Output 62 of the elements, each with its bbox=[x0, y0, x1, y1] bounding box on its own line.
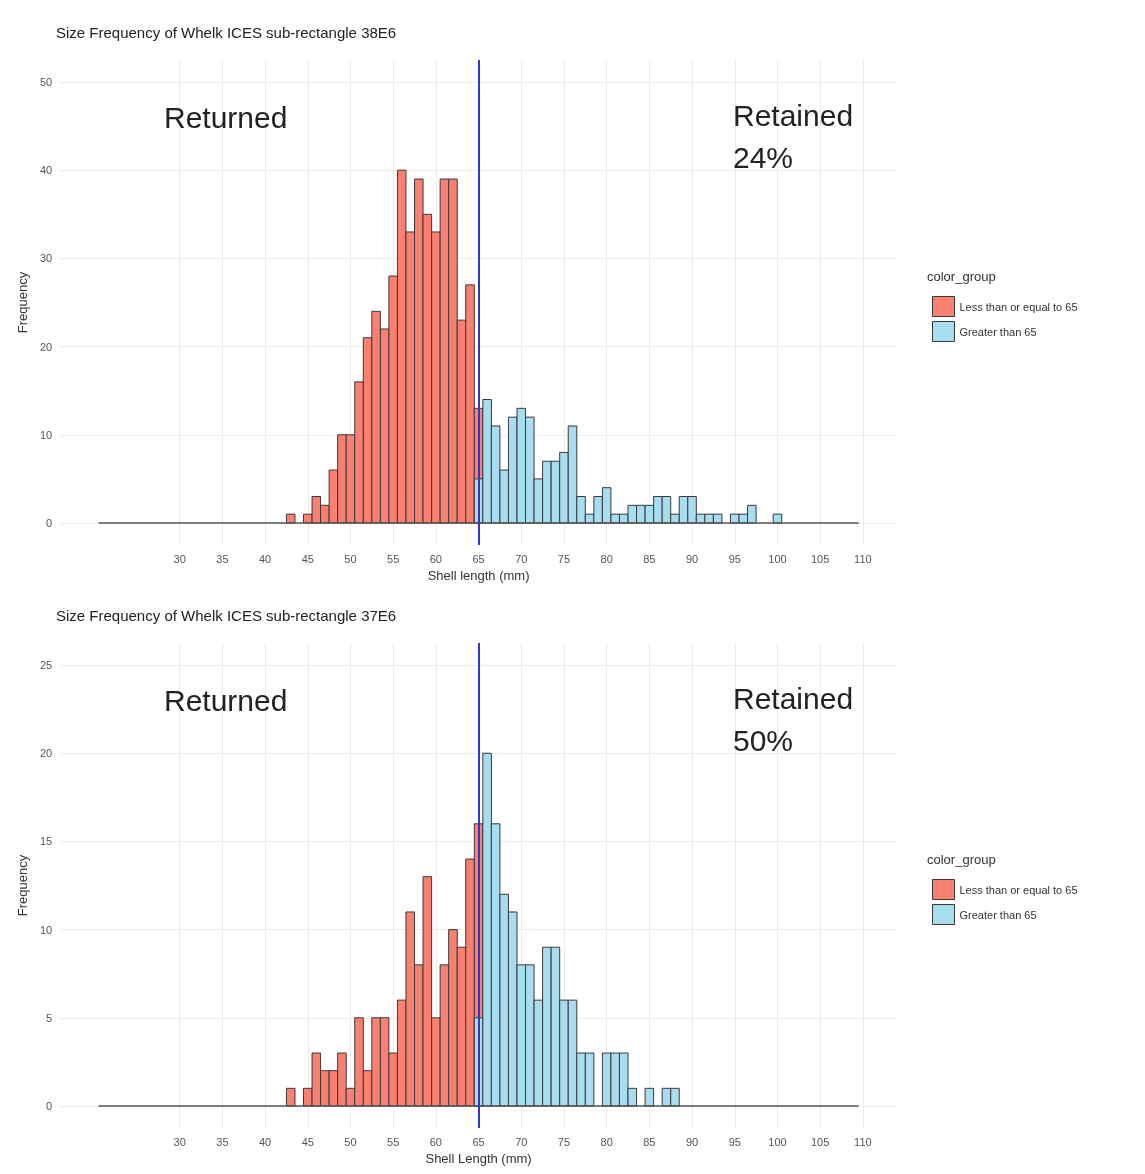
chart-title: Size Frequency of Whelk ICES sub-rectangle 37E6 bbox=[56, 607, 397, 624]
x-tick-label: 90 bbox=[685, 1135, 699, 1148]
x-tick-label: 100 bbox=[768, 552, 787, 565]
x-tick-label: 55 bbox=[387, 1135, 400, 1148]
x-tick-label: 40 bbox=[258, 1135, 272, 1148]
y-tick-label: 30 bbox=[39, 252, 53, 265]
x-tick-label: 95 bbox=[728, 1135, 741, 1148]
x-tick-label: 80 bbox=[600, 1135, 613, 1148]
x-tick-label: 70 bbox=[515, 552, 528, 565]
x-tick-label: 30 bbox=[173, 1135, 186, 1148]
legend-title: color_group bbox=[927, 852, 996, 867]
x-tick-label: 65 bbox=[472, 1135, 485, 1148]
legend-label: Greater than 65 bbox=[959, 325, 1037, 338]
x-tick-label: 45 bbox=[301, 1135, 314, 1148]
x-tick-label: 75 bbox=[557, 552, 571, 565]
y-tick-label: 20 bbox=[39, 340, 53, 353]
x-axis-title: Shell Length (mm) bbox=[425, 1150, 532, 1166]
x-tick-label: 80 bbox=[600, 552, 613, 565]
x-tick-label: 35 bbox=[216, 552, 229, 565]
y-axis-title: Frequency bbox=[15, 854, 30, 917]
x-tick-label: 55 bbox=[387, 552, 400, 565]
x-tick-label: 50 bbox=[344, 552, 357, 565]
x-tick-label: 100 bbox=[768, 1135, 787, 1148]
legend-title: color_group bbox=[927, 269, 996, 284]
x-tick-label: 105 bbox=[810, 552, 830, 565]
x-tick-label: 40 bbox=[258, 552, 272, 565]
x-tick-label: 85 bbox=[643, 552, 656, 565]
legend-label: Less than or equal to 65 bbox=[959, 300, 1078, 313]
legend-label: Greater than 65 bbox=[959, 908, 1037, 921]
y-tick-label: 25 bbox=[39, 659, 53, 672]
annotation: Retained 24% bbox=[733, 98, 854, 174]
annotation: Returned bbox=[164, 683, 288, 717]
y-tick-label: 10 bbox=[39, 923, 53, 936]
y-tick-label: 50 bbox=[39, 76, 53, 89]
x-tick-label: 45 bbox=[301, 552, 314, 565]
x-tick-label: 85 bbox=[643, 1135, 656, 1148]
chart-title: Size Frequency of Whelk ICES sub-rectangle 38E6 bbox=[56, 24, 397, 41]
x-tick-label: 60 bbox=[429, 552, 442, 565]
annotation: Returned bbox=[164, 100, 288, 134]
x-tick-label: 30 bbox=[173, 552, 186, 565]
y-tick-label: 0 bbox=[46, 516, 53, 529]
y-tick-label: 0 bbox=[46, 1099, 53, 1112]
x-tick-label: 35 bbox=[216, 1135, 229, 1148]
x-tick-label: 95 bbox=[728, 552, 741, 565]
x-tick-label: 110 bbox=[854, 1135, 872, 1148]
y-tick-label: 40 bbox=[39, 164, 53, 177]
x-axis-title: Shell length (mm) bbox=[427, 567, 530, 583]
y-tick-label: 15 bbox=[39, 835, 53, 848]
legend-label: Less than or equal to 65 bbox=[959, 883, 1078, 896]
y-tick-label: 20 bbox=[39, 747, 53, 760]
x-tick-label: 50 bbox=[344, 1135, 357, 1148]
x-tick-label: 75 bbox=[557, 1135, 571, 1148]
y-axis-title: Frequency bbox=[15, 271, 30, 334]
x-tick-label: 105 bbox=[810, 1135, 830, 1148]
x-tick-label: 110 bbox=[854, 552, 872, 565]
x-tick-label: 70 bbox=[515, 1135, 528, 1148]
x-tick-label: 65 bbox=[472, 552, 485, 565]
x-tick-label: 60 bbox=[429, 1135, 442, 1148]
x-tick-label: 90 bbox=[685, 552, 699, 565]
annotation: Retained 50% bbox=[733, 681, 854, 757]
y-tick-label: 10 bbox=[39, 428, 53, 441]
y-tick-label: 5 bbox=[46, 1011, 53, 1024]
